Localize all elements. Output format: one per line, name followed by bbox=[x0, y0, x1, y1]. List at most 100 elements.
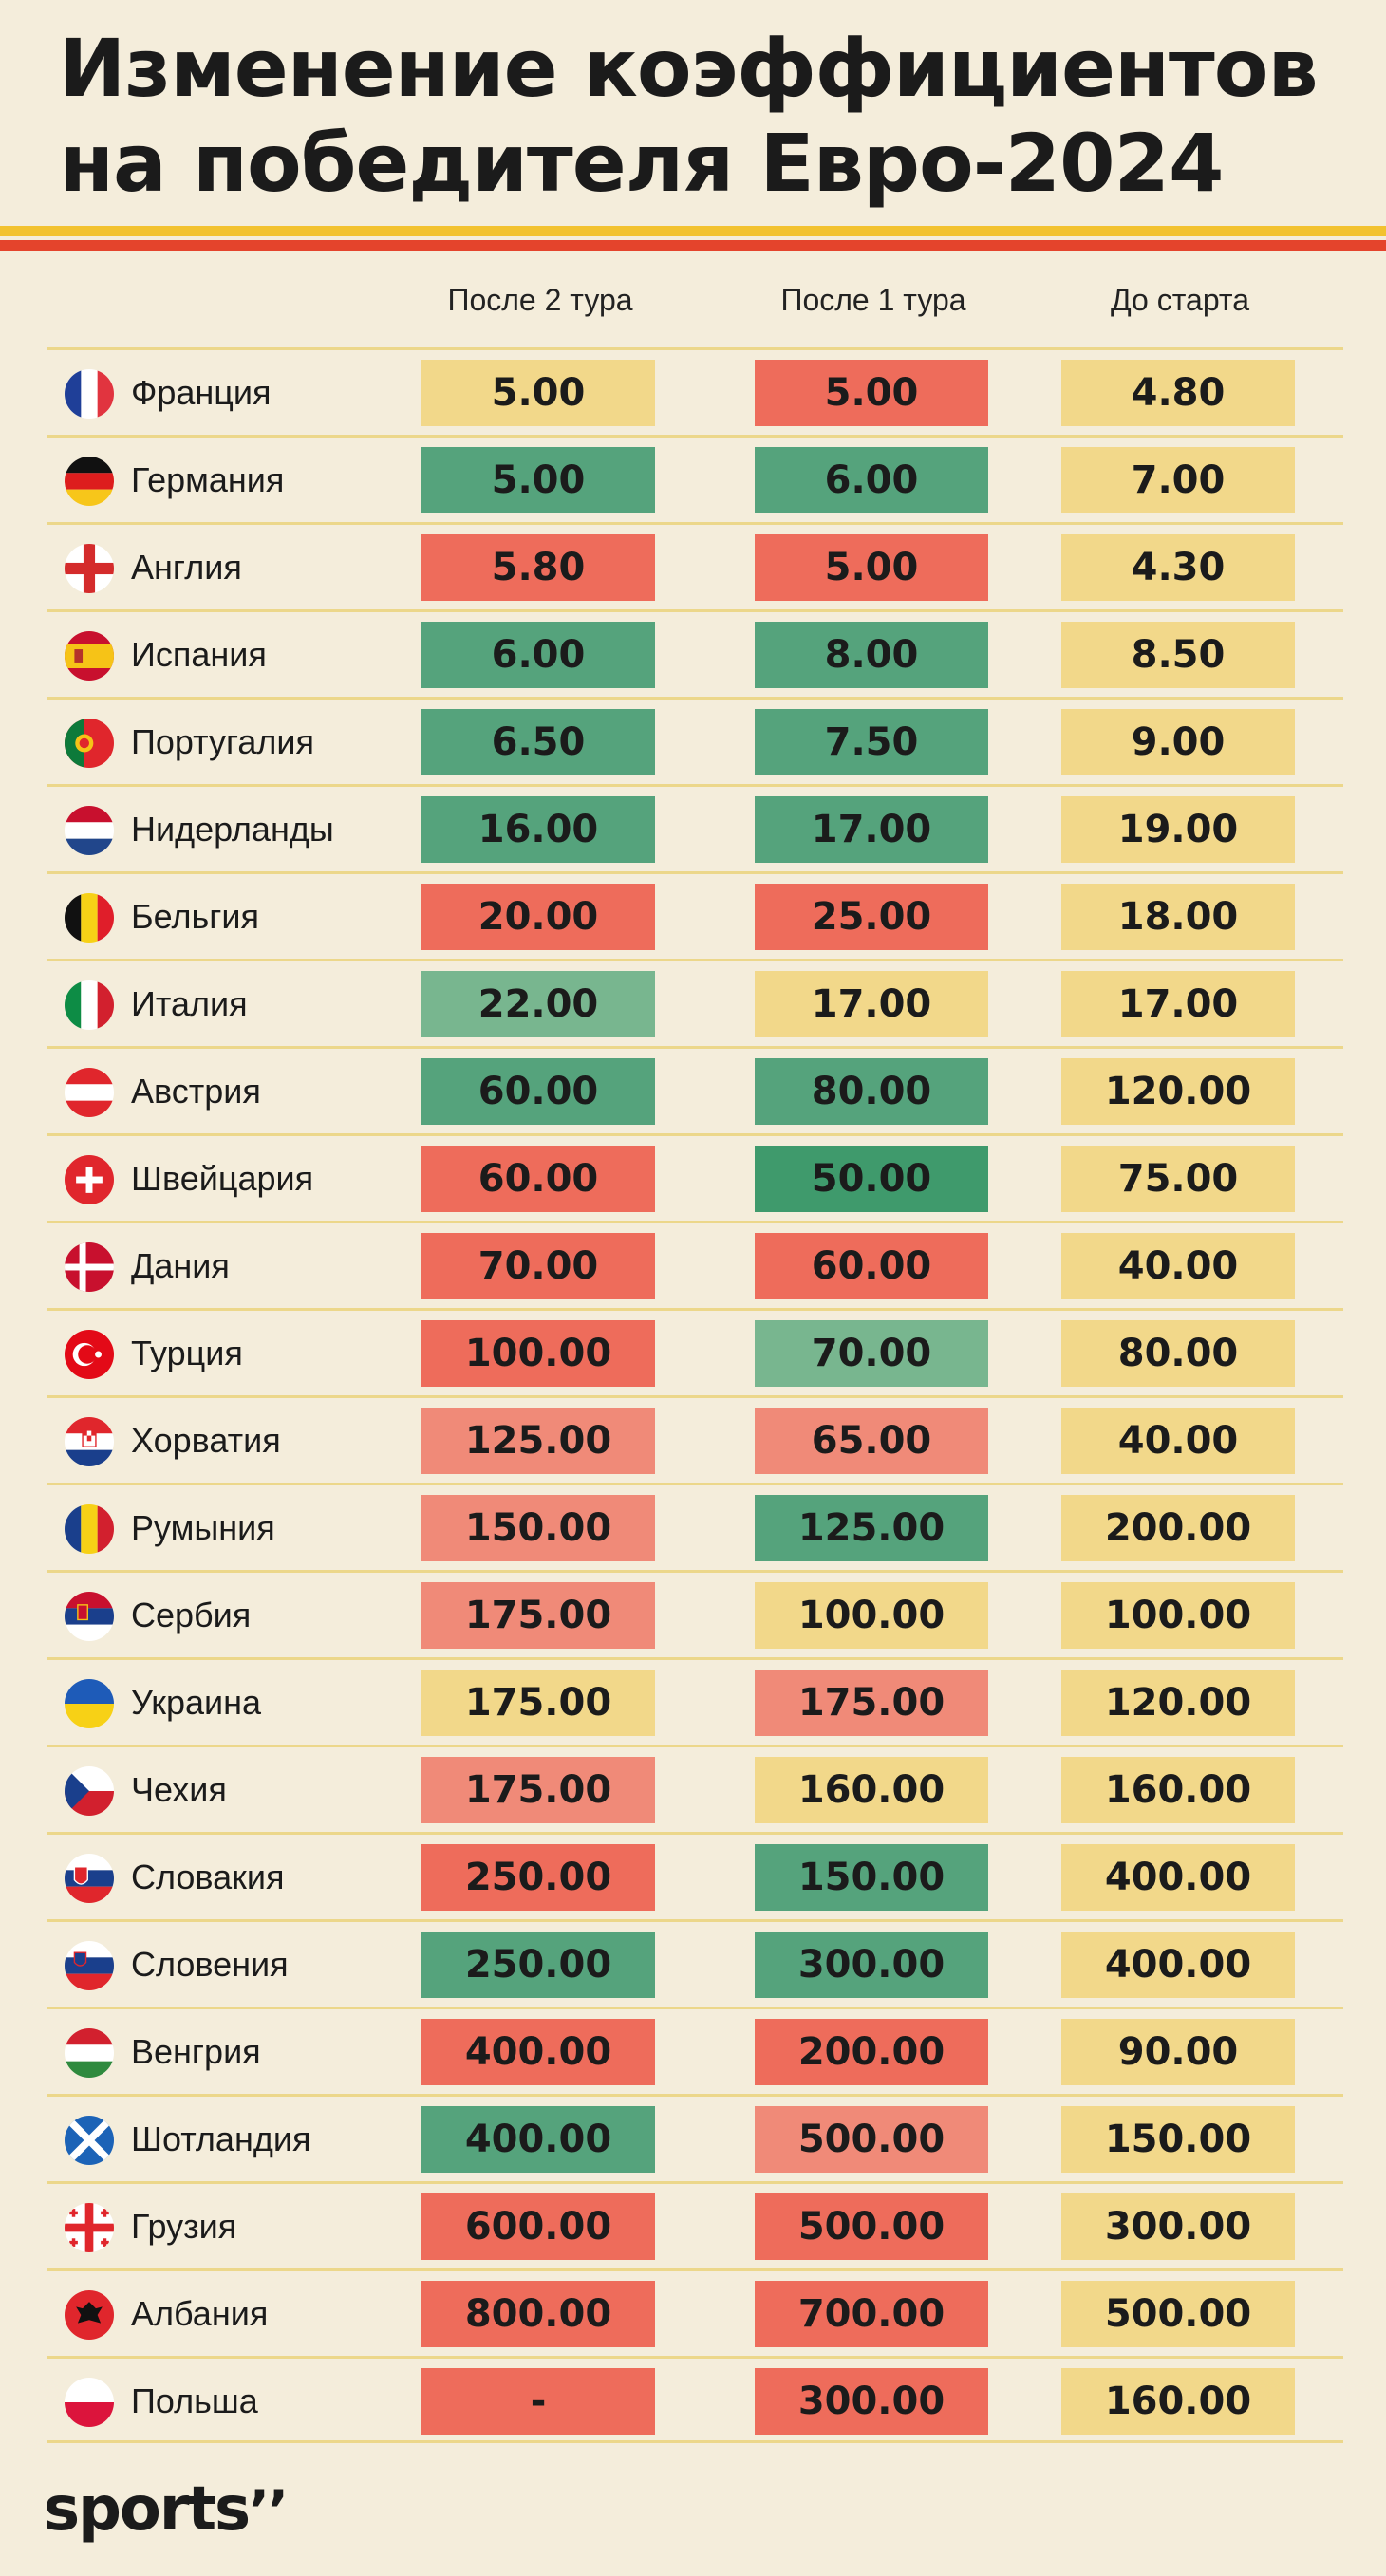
odds-after-round-1: 150.00 bbox=[755, 1844, 988, 1911]
odds-after-round-2: 6.00 bbox=[421, 622, 655, 688]
column-header-after-round-1: После 1 тура bbox=[780, 283, 966, 317]
odds-after-round-1: 175.00 bbox=[755, 1670, 988, 1736]
table-row: Словения 250.00 300.00 400.00 bbox=[47, 1919, 1343, 2007]
odds-after-round-2: 20.00 bbox=[421, 884, 655, 950]
team-name: Венгрия bbox=[131, 2032, 261, 2071]
odds-table: Франция 5.00 5.00 4.80 Германия 5.00 6.00 7.00 А… bbox=[47, 347, 1343, 2443]
odds-after-round-1: 125.00 bbox=[755, 1495, 988, 1561]
turkey-flag-icon bbox=[65, 1330, 114, 1379]
table-row: Италия 22.00 17.00 17.00 bbox=[47, 959, 1343, 1046]
table-row: Дания 70.00 60.00 40.00 bbox=[47, 1221, 1343, 1308]
table-row: Украина 175.00 175.00 120.00 bbox=[47, 1657, 1343, 1745]
table-row: Сербия 175.00 100.00 100.00 bbox=[47, 1570, 1343, 1657]
table-row: Шотландия 400.00 500.00 150.00 bbox=[47, 2094, 1343, 2181]
odds-after-round-2: 125.00 bbox=[421, 1408, 655, 1474]
table-row: Турция 100.00 70.00 80.00 bbox=[47, 1308, 1343, 1395]
odds-before-start: 9.00 bbox=[1061, 709, 1295, 775]
team-name: Дания bbox=[131, 1246, 230, 1285]
odds-after-round-2: 400.00 bbox=[421, 2019, 655, 2085]
odds-after-round-2: 150.00 bbox=[421, 1495, 655, 1561]
page-title: Изменение коэффициентов на победителя Ев… bbox=[59, 21, 1350, 211]
team-name: Словакия bbox=[131, 1857, 285, 1896]
croatia-flag-icon bbox=[65, 1417, 114, 1466]
odds-after-round-2: 70.00 bbox=[421, 1233, 655, 1299]
ukraine-flag-icon bbox=[65, 1679, 114, 1728]
odds-after-round-1: 80.00 bbox=[755, 1058, 988, 1125]
team-name: Грузия bbox=[131, 2207, 237, 2246]
team-name: Франция bbox=[131, 373, 272, 412]
table-row: Англия 5.80 5.00 4.30 bbox=[47, 522, 1343, 609]
team-name: Италия bbox=[131, 984, 248, 1023]
table-row: Германия 5.00 6.00 7.00 bbox=[47, 435, 1343, 522]
odds-after-round-2: 60.00 bbox=[421, 1058, 655, 1125]
odds-after-round-2: 250.00 bbox=[421, 1844, 655, 1911]
table-row: Испания 6.00 8.00 8.50 bbox=[47, 609, 1343, 697]
odds-before-start: 40.00 bbox=[1061, 1408, 1295, 1474]
odds-before-start: 400.00 bbox=[1061, 1932, 1295, 1998]
table-row: Грузия 600.00 500.00 300.00 bbox=[47, 2181, 1343, 2268]
italy-flag-icon bbox=[65, 980, 114, 1030]
odds-before-start: 160.00 bbox=[1061, 1757, 1295, 1823]
odds-after-round-2: 400.00 bbox=[421, 2106, 655, 2173]
odds-after-round-2: 600.00 bbox=[421, 2193, 655, 2260]
team-name: Украина bbox=[131, 1683, 262, 1722]
odds-before-start: 7.00 bbox=[1061, 447, 1295, 513]
hungary-flag-icon bbox=[65, 2028, 114, 2078]
odds-after-round-2: 100.00 bbox=[421, 1320, 655, 1387]
odds-before-start: 100.00 bbox=[1061, 1582, 1295, 1649]
odds-after-round-2: 175.00 bbox=[421, 1670, 655, 1736]
table-row: Португалия 6.50 7.50 9.00 bbox=[47, 697, 1343, 784]
odds-after-round-1: 25.00 bbox=[755, 884, 988, 950]
romania-flag-icon bbox=[65, 1504, 114, 1554]
table-row: Венгрия 400.00 200.00 90.00 bbox=[47, 2007, 1343, 2094]
switzerland-flag-icon bbox=[65, 1155, 114, 1204]
odds-after-round-1: 200.00 bbox=[755, 2019, 988, 2085]
odds-after-round-2: 800.00 bbox=[421, 2281, 655, 2347]
austria-flag-icon bbox=[65, 1068, 114, 1117]
team-name: Турция bbox=[131, 1334, 243, 1372]
logo-mark: ’’ bbox=[249, 2478, 289, 2543]
team-name: Нидерланды bbox=[131, 810, 334, 849]
team-name: Англия bbox=[131, 548, 242, 587]
table-row: Словакия 250.00 150.00 400.00 bbox=[47, 1832, 1343, 1919]
odds-before-start: 90.00 bbox=[1061, 2019, 1295, 2085]
odds-after-round-1: 17.00 bbox=[755, 796, 988, 863]
table-row: Австрия 60.00 80.00 120.00 bbox=[47, 1046, 1343, 1133]
odds-before-start: 400.00 bbox=[1061, 1844, 1295, 1911]
title-line-2: на победителя Евро-2024 bbox=[59, 117, 1224, 210]
odds-before-start: 120.00 bbox=[1061, 1670, 1295, 1736]
team-name: Албания bbox=[131, 2294, 269, 2333]
odds-after-round-2: - bbox=[421, 2368, 655, 2435]
odds-after-round-2: 175.00 bbox=[421, 1757, 655, 1823]
table-row: Франция 5.00 5.00 4.80 bbox=[47, 347, 1343, 435]
england-flag-icon bbox=[65, 544, 114, 593]
column-header-before-start: До старта bbox=[1111, 283, 1249, 317]
table-row: Швейцария 60.00 50.00 75.00 bbox=[47, 1133, 1343, 1221]
column-header-after-round-2: После 2 тура bbox=[447, 283, 633, 317]
team-name: Австрия bbox=[131, 1072, 261, 1111]
odds-after-round-2: 6.50 bbox=[421, 709, 655, 775]
germany-flag-icon bbox=[65, 457, 114, 506]
france-flag-icon bbox=[65, 369, 114, 419]
odds-after-round-1: 8.00 bbox=[755, 622, 988, 688]
table-row: Польша - 300.00 160.00 bbox=[47, 2356, 1343, 2443]
odds-after-round-2: 250.00 bbox=[421, 1932, 655, 1998]
odds-after-round-1: 160.00 bbox=[755, 1757, 988, 1823]
odds-after-round-2: 16.00 bbox=[421, 796, 655, 863]
scotland-flag-icon bbox=[65, 2116, 114, 2165]
team-name: Португалия bbox=[131, 722, 314, 761]
odds-before-start: 40.00 bbox=[1061, 1233, 1295, 1299]
odds-before-start: 300.00 bbox=[1061, 2193, 1295, 2260]
odds-before-start: 120.00 bbox=[1061, 1058, 1295, 1125]
odds-after-round-1: 50.00 bbox=[755, 1146, 988, 1212]
odds-after-round-1: 500.00 bbox=[755, 2106, 988, 2173]
odds-before-start: 500.00 bbox=[1061, 2281, 1295, 2347]
team-name: Бельгия bbox=[131, 897, 259, 936]
table-row: Бельгия 20.00 25.00 18.00 bbox=[47, 871, 1343, 959]
odds-after-round-1: 70.00 bbox=[755, 1320, 988, 1387]
table-row: Румыния 150.00 125.00 200.00 bbox=[47, 1483, 1343, 1570]
odds-after-round-2: 5.00 bbox=[421, 360, 655, 426]
team-name: Сербия bbox=[131, 1596, 252, 1634]
odds-after-round-1: 100.00 bbox=[755, 1582, 988, 1649]
team-name: Швейцария bbox=[131, 1159, 314, 1198]
